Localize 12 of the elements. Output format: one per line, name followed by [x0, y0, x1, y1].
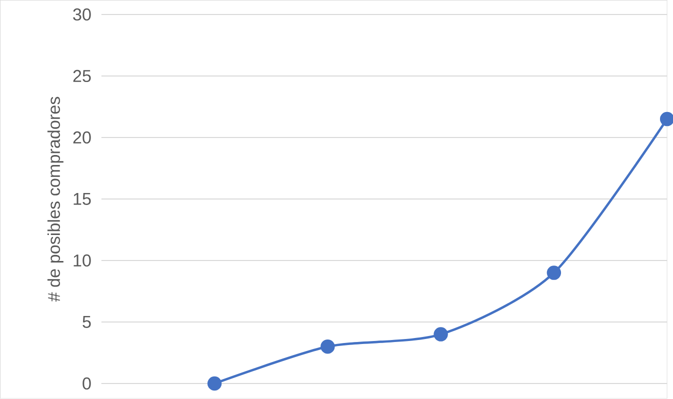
y-tick-label: 10	[74, 254, 91, 267]
point	[207, 376, 222, 391]
y-tick-label: 0	[82, 378, 91, 390]
y-tick-label: 20	[73, 132, 91, 144]
point	[546, 266, 562, 280]
y-tick-label: 15	[74, 193, 91, 206]
point	[320, 340, 335, 354]
y-tick-label: 25	[73, 70, 91, 82]
y-tick-label: 30	[73, 8, 91, 21]
y-axis-title: # de posibles compradores	[47, 97, 64, 302]
point	[434, 327, 448, 342]
y-tick-label: 5	[82, 316, 91, 328]
